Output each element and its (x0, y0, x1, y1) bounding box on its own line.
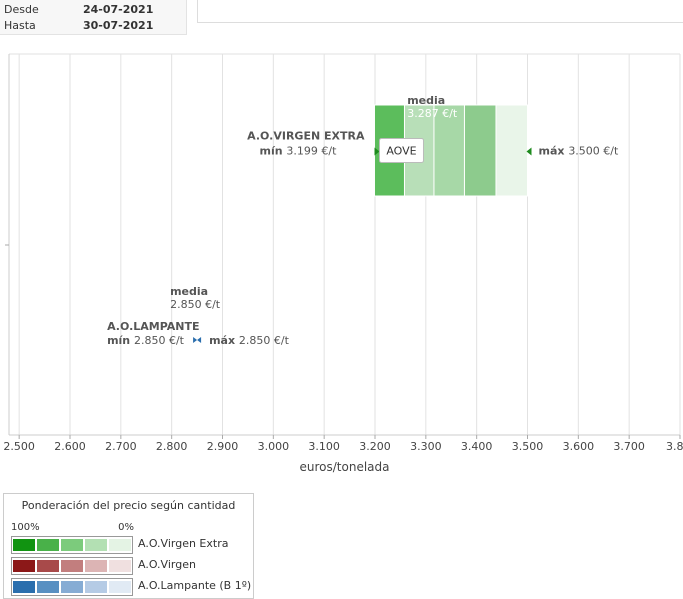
legend-scale-low: 0% (118, 522, 134, 533)
min-label-virgen-extra: mín 3.199 €/t (259, 145, 337, 158)
weight-legend: Ponderación del precio según cantidad 10… (3, 493, 254, 599)
legend-title: Ponderación del precio según cantidad (21, 499, 236, 512)
legend-swatch-cell (85, 581, 107, 593)
legend-swatch-cell (85, 560, 107, 572)
x-tick-label: 2.900 (207, 440, 239, 453)
x-tick-label: 3.500 (512, 440, 544, 453)
min-marker (193, 337, 198, 343)
legend-row-virgen-extra: A.O.Virgen Extra (11, 536, 249, 554)
legend-row-virgen: A.O.Virgen (11, 557, 249, 575)
legend-swatch-cell (109, 539, 131, 551)
legend-swatch-cell (37, 539, 59, 551)
x-tick-label: 3.200 (359, 440, 391, 453)
legend-swatch-cell (37, 581, 59, 593)
legend-swatch-cell (13, 581, 35, 593)
x-tick-label: 2.500 (3, 440, 35, 453)
legend-swatch-lampante (11, 578, 133, 596)
date-from-value: 24-07-2021 (83, 3, 154, 16)
weight-segment (433, 104, 465, 197)
legend-swatch-virgen (11, 557, 133, 575)
media-value-virgen-extra: 3.287 €/t (407, 107, 458, 120)
tooltip-box (378, 138, 424, 163)
legend-swatch-cell (13, 539, 35, 551)
legend-swatch-cell (109, 581, 131, 593)
x-tick-label: 3.400 (461, 440, 493, 453)
media-title-lampante: media (170, 285, 208, 298)
x-tick-label: 3.600 (563, 440, 595, 453)
x-tick-label: 3.000 (258, 440, 290, 453)
min-marker (374, 147, 380, 156)
x-tick-label: 3.700 (613, 440, 645, 453)
x-tick-label: 2.700 (105, 440, 137, 453)
x-axis-title: euros/tonelada (300, 460, 390, 474)
legend-label-lampante: A.O.Lampante (B 1º) (138, 579, 252, 592)
legend-label-virgen: A.O.Virgen (138, 558, 196, 571)
series-name-virgen-extra: A.O.VIRGEN EXTRA (247, 130, 365, 143)
date-range-panel: Desde 24-07-2021 Hasta 30-07-2021 (0, 0, 187, 35)
weight-segment (495, 104, 529, 197)
filter-panel (197, 0, 683, 23)
x-tick-label: 3.100 (308, 440, 340, 453)
max-marker (197, 337, 202, 343)
tooltip-label: AOVE (386, 145, 416, 158)
price-range-chart: 2.500 2.600 2.700 2.800 2.900 3.000 3.100 3.200… (3, 53, 683, 474)
series-name-lampante: A.O.LAMPANTE (107, 320, 199, 333)
legend-swatch-cell (109, 560, 131, 572)
legend-label-virgen-extra: A.O.Virgen Extra (138, 537, 229, 550)
max-label-virgen-extra: máx 3.500 €/t (539, 145, 620, 158)
min-label-lampante: mín 2.850 €/t (107, 334, 185, 347)
x-tick-label: 2.800 (156, 440, 188, 453)
x-tick-label: 3.8... (666, 440, 683, 453)
date-to-label: Hasta (4, 19, 36, 32)
date-from-label: Desde (4, 3, 39, 16)
legend-row-lampante: A.O.Lampante (B 1º) (11, 578, 252, 596)
legend-swatch-cell (61, 560, 83, 572)
legend-swatch-cell (61, 539, 83, 551)
legend-swatch-cell (61, 581, 83, 593)
weight-segment (463, 104, 497, 197)
legend-scale-high: 100% (11, 522, 40, 533)
x-tick-label: 2.600 (54, 440, 86, 453)
max-marker (526, 147, 532, 156)
legend-swatch-cell (13, 560, 35, 572)
date-to-row: Hasta 30-07-2021 (4, 18, 184, 34)
x-tick-label: 3.300 (410, 440, 442, 453)
media-title-virgen-extra: media (407, 94, 445, 107)
legend-swatch-cell (37, 560, 59, 572)
legend-swatch-cell (85, 539, 107, 551)
date-from-row: Desde 24-07-2021 (4, 2, 184, 18)
legend-swatch-virgen-extra (11, 536, 133, 554)
date-to-value: 30-07-2021 (83, 19, 154, 32)
max-label-lampante: máx 2.850 €/t (209, 334, 290, 347)
media-value-lampante: 2.850 €/t (170, 298, 221, 311)
